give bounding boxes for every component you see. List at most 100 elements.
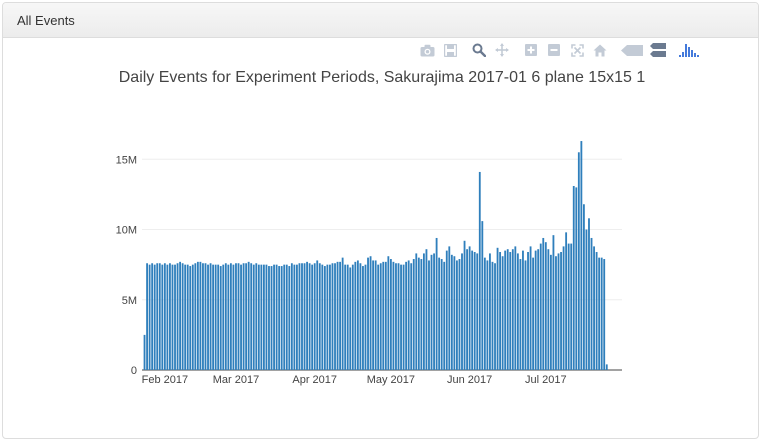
bar (214, 264, 217, 370)
bar (255, 263, 258, 370)
bar (156, 263, 159, 370)
bar (240, 264, 242, 370)
bar (428, 260, 430, 370)
bar (499, 252, 502, 370)
bar (387, 256, 390, 370)
bar (473, 252, 476, 370)
x-tick-label: Apr 2017 (292, 374, 337, 386)
bar (511, 249, 514, 370)
bar (268, 266, 270, 370)
bar (354, 261, 357, 370)
bar (580, 141, 583, 370)
bar (176, 263, 179, 370)
bar (400, 264, 402, 370)
bar (552, 235, 555, 370)
bar (471, 250, 474, 370)
bar (318, 263, 321, 370)
bar (593, 246, 595, 370)
bar (509, 252, 512, 370)
bar (331, 263, 334, 370)
bar (491, 261, 494, 370)
zoom-icon[interactable] (470, 41, 488, 59)
hover-closest-icon[interactable] (620, 41, 644, 59)
bar (402, 264, 405, 370)
bar (514, 246, 517, 370)
y-tick-label: 15M (116, 154, 137, 166)
bar (367, 257, 369, 370)
bar (169, 263, 171, 370)
y-tick-label: 10M (116, 225, 137, 237)
camera-icon[interactable] (418, 41, 436, 59)
bar (166, 264, 169, 370)
plotly-logo-icon[interactable] (678, 41, 700, 59)
x-tick-label: May 2017 (367, 374, 415, 386)
bar (171, 264, 174, 370)
bar (148, 264, 151, 370)
bar (283, 264, 286, 370)
bar (415, 253, 418, 370)
x-tick-label: Jul 2017 (525, 374, 567, 386)
bar (280, 266, 283, 370)
y-tick-label: 5M (122, 295, 137, 307)
bar (585, 229, 588, 370)
bar (577, 152, 580, 370)
bar (163, 263, 166, 370)
bar (359, 263, 362, 370)
bar (290, 263, 293, 370)
pan-icon[interactable] (493, 41, 511, 59)
bar (293, 264, 296, 370)
bar (308, 263, 311, 370)
bar (412, 259, 415, 370)
bar (453, 256, 456, 370)
home-icon[interactable] (591, 41, 609, 59)
bar (598, 257, 601, 370)
bar (143, 334, 146, 370)
bar (250, 263, 253, 370)
bar (262, 264, 265, 370)
bar (260, 264, 263, 370)
bar (405, 261, 408, 370)
bar (346, 264, 349, 370)
bar (516, 253, 519, 370)
zoom-out-icon[interactable] (545, 41, 563, 59)
bar (161, 264, 164, 370)
bar (372, 260, 375, 370)
bar (557, 253, 560, 370)
bar (542, 237, 545, 370)
bar (323, 266, 326, 370)
bar (590, 237, 593, 370)
bar (410, 263, 413, 370)
zoom-in-icon[interactable] (522, 41, 540, 59)
x-tick-label: Mar 2017 (213, 374, 259, 386)
bar (199, 261, 202, 370)
autoscale-icon[interactable] (568, 41, 586, 59)
bar (539, 243, 542, 370)
bar (270, 266, 273, 370)
bar (356, 260, 359, 370)
save-icon[interactable] (441, 41, 459, 59)
bar (445, 250, 448, 370)
bar (326, 264, 329, 370)
bar (420, 259, 423, 370)
bar (443, 261, 446, 370)
bar (196, 261, 199, 370)
hover-compare-icon[interactable] (649, 41, 667, 59)
bar (489, 253, 491, 370)
bar (422, 253, 425, 370)
bar (232, 264, 235, 370)
x-axis-ticks: Feb 2017 Mar 2017 Apr 2017 May 2017 Jun 2017… (142, 374, 567, 386)
bar (532, 257, 535, 370)
bar (377, 264, 380, 370)
bar (153, 264, 156, 370)
bar (341, 257, 344, 370)
bar (245, 263, 248, 370)
y-tick-label: 0 (131, 365, 137, 377)
bar (349, 267, 352, 370)
y-axis-ticks: 0 5M 10M 15M (116, 154, 137, 377)
bar (534, 250, 537, 370)
bar (321, 264, 324, 370)
bar (334, 263, 336, 370)
bar (379, 263, 382, 370)
x-tick-label: Feb 2017 (142, 374, 188, 386)
bar (204, 263, 207, 370)
